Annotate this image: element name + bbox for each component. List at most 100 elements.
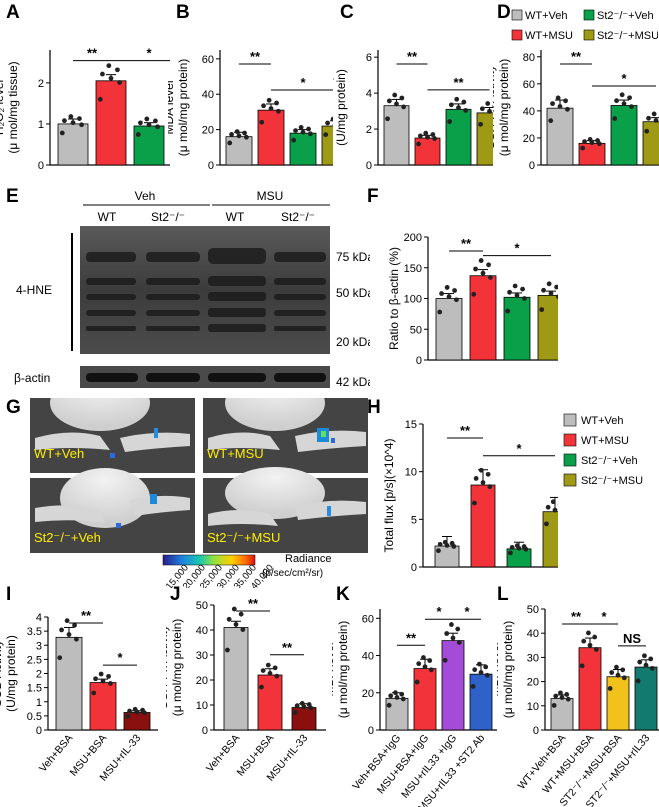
- y-tick-label: 0: [38, 160, 44, 172]
- significance-label: *: [436, 604, 442, 619]
- data-point: [155, 124, 160, 130]
- panel-letter-g: G: [6, 397, 21, 418]
- data-point: [225, 647, 230, 653]
- data-point: [451, 544, 457, 549]
- significance-label: *: [516, 441, 522, 456]
- data-point: [97, 96, 103, 102]
- data-point: [627, 95, 632, 101]
- data-point: [512, 283, 518, 289]
- data-point: [644, 128, 650, 134]
- data-point: [545, 504, 551, 510]
- data-point: [637, 659, 643, 665]
- blot-lane-2: St2⁻/⁻: [151, 210, 185, 224]
- bar: [537, 295, 558, 361]
- legend-label-wt-veh: WT+Veh: [525, 10, 568, 22]
- data-point: [621, 675, 627, 681]
- data-point: [100, 678, 106, 684]
- data-point: [450, 635, 456, 641]
- data-point: [98, 671, 104, 677]
- data-point: [233, 622, 239, 627]
- data-point: [301, 704, 307, 710]
- data-point: [586, 630, 591, 636]
- y-tick-label: 40: [362, 651, 374, 663]
- y-tick-label: 0: [411, 562, 417, 574]
- legend-h-label-wt-veh: WT+Veh: [581, 415, 624, 427]
- western-blot-panel: Veh MSU WT St2⁻/⁻ WT St2⁻/⁻ 4-HNE β-acti…: [0, 186, 370, 396]
- data-point: [488, 275, 493, 280]
- y-axis-label: MDA level: [332, 642, 336, 696]
- data-point: [323, 132, 329, 138]
- y-tick-label: 20: [202, 125, 214, 137]
- data-point: [563, 98, 568, 104]
- y-tick-label: 50: [410, 324, 422, 336]
- y-tick-label: 20: [196, 675, 208, 687]
- data-point: [106, 63, 112, 69]
- data-point: [231, 606, 237, 612]
- bar: [606, 676, 630, 731]
- data-point: [125, 713, 131, 719]
- data-point: [607, 686, 613, 691]
- y-axis-unit: (U/mg protein): [334, 69, 348, 146]
- data-point: [428, 667, 434, 673]
- bar: [223, 627, 249, 731]
- y-tick-label: 0: [208, 160, 214, 172]
- data-point: [59, 627, 64, 633]
- data-point: [444, 631, 450, 636]
- data-point: [565, 696, 571, 702]
- y-tick-label: 2: [366, 124, 372, 136]
- data-point: [564, 692, 570, 697]
- blot-actin-image: [80, 366, 330, 388]
- y-tick-label: 2: [38, 78, 44, 90]
- data-point: [614, 664, 619, 670]
- chart-l-mda: 0 10 20 30 40 50 MDA level (μ mol/mg protein)WT…: [497, 604, 659, 807]
- y-axis-label: H₂O₂ level: [0, 80, 6, 135]
- y-tick-label: 0: [529, 160, 535, 172]
- data-point: [552, 507, 558, 513]
- data-point: [478, 258, 484, 263]
- data-point: [330, 116, 333, 122]
- data-point: [522, 296, 527, 301]
- y-axis-unit: (μ mol/mg protein): [170, 619, 184, 717]
- mouse-image-wt-msu: WT+MSU: [203, 375, 368, 473]
- data-point: [240, 627, 246, 632]
- legend-h-label-wt-msu: WT+MSU: [581, 435, 629, 447]
- data-point: [306, 126, 311, 132]
- data-point: [556, 294, 558, 300]
- data-point: [138, 120, 143, 126]
- data-point: [649, 665, 655, 671]
- data-point: [260, 668, 266, 673]
- data-point: [581, 638, 587, 644]
- data-point: [421, 655, 426, 660]
- data-point: [93, 676, 98, 682]
- data-point: [308, 705, 314, 711]
- y-tick-label: 6: [366, 52, 372, 64]
- y-axis-label: GSH-Px Activity: [493, 65, 497, 150]
- data-point: [614, 98, 619, 104]
- y-tick-label: 200: [404, 232, 422, 244]
- data-point: [394, 101, 399, 107]
- significance-label: **: [453, 75, 464, 90]
- data-point: [480, 270, 486, 276]
- data-point: [523, 546, 529, 552]
- data-point: [555, 95, 561, 101]
- data-point: [127, 708, 132, 714]
- data-point: [416, 141, 421, 147]
- y-axis-label: Total flux [p/s](×10^4): [382, 438, 396, 552]
- bar: [257, 674, 283, 731]
- data-point: [580, 145, 586, 151]
- data-point: [394, 695, 400, 700]
- data-point: [386, 702, 392, 708]
- bar: [476, 112, 493, 166]
- image-label-st2-veh: St2⁻/⁻+Veh: [34, 530, 101, 545]
- data-point: [142, 710, 147, 716]
- significance-label: **: [460, 423, 471, 438]
- legend-swatch-wt-veh: [511, 9, 523, 21]
- data-point: [272, 665, 278, 671]
- data-point: [74, 636, 79, 642]
- data-point: [486, 262, 491, 268]
- data-point: [620, 667, 626, 673]
- significance-label: NS: [623, 631, 641, 646]
- blot-lane-4: St2⁻/⁻: [281, 210, 315, 224]
